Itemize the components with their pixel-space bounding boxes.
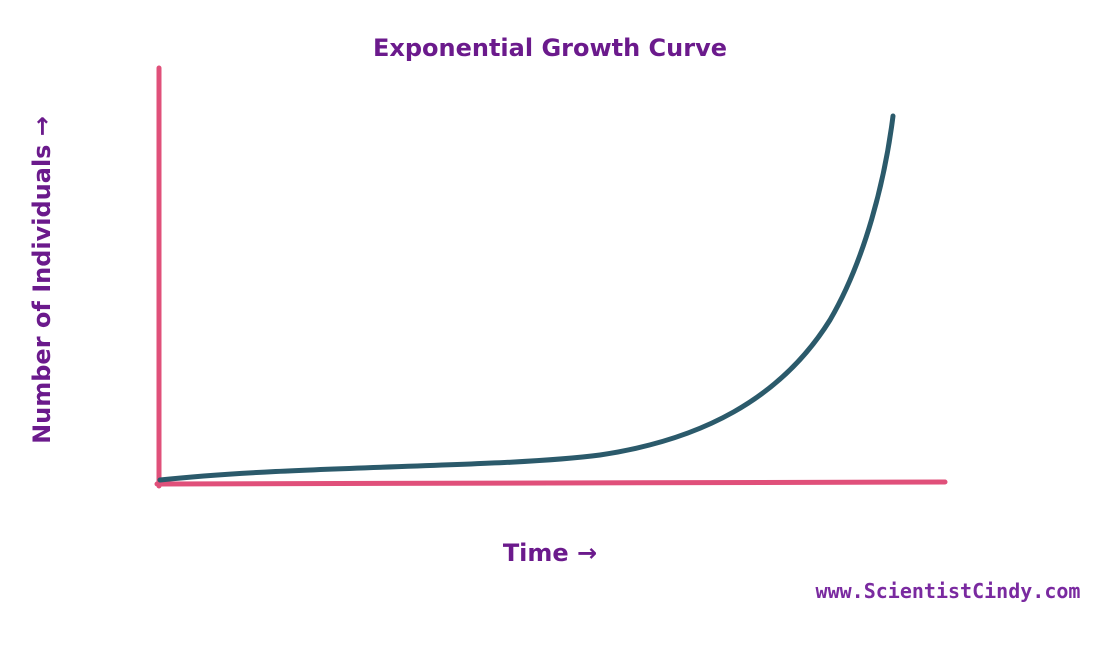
x-axis [154, 479, 948, 487]
y-axis-label: Number of Individuals → [28, 116, 56, 444]
title: Exponential Growth Curve [373, 34, 727, 62]
growth-curve [157, 113, 896, 483]
watermark: www.ScientistCindy.com [816, 579, 1081, 603]
x-axis-label: Time → [503, 539, 597, 567]
